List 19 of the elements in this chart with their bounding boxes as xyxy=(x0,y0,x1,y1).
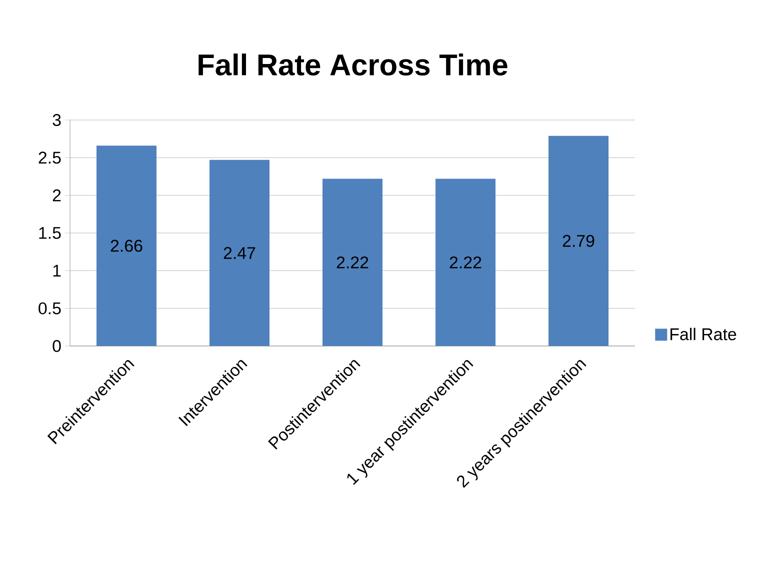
bar xyxy=(210,160,270,346)
y-tick-label: 0 xyxy=(52,340,61,352)
bar xyxy=(436,178,496,346)
y-tick-label: 2.5 xyxy=(38,152,61,164)
data-label: 2.22 xyxy=(336,256,368,268)
data-label: 2.22 xyxy=(450,256,482,268)
bar xyxy=(96,146,156,346)
data-label: 2.79 xyxy=(562,234,594,247)
legend-label: Fall Rate xyxy=(670,328,736,340)
y-tick-label: 2 xyxy=(52,189,61,202)
chart-title: Fall Rate Across Time xyxy=(198,54,508,76)
y-tick-label: 3 xyxy=(52,114,61,126)
data-label: 2.66 xyxy=(110,240,142,252)
y-tick-label: 1 xyxy=(53,264,61,276)
y-tick-label: 0.5 xyxy=(38,302,61,314)
data-label: 2.47 xyxy=(224,247,256,259)
y-tick-label: 1.5 xyxy=(39,227,61,239)
bar xyxy=(322,178,383,346)
bar xyxy=(548,136,609,346)
